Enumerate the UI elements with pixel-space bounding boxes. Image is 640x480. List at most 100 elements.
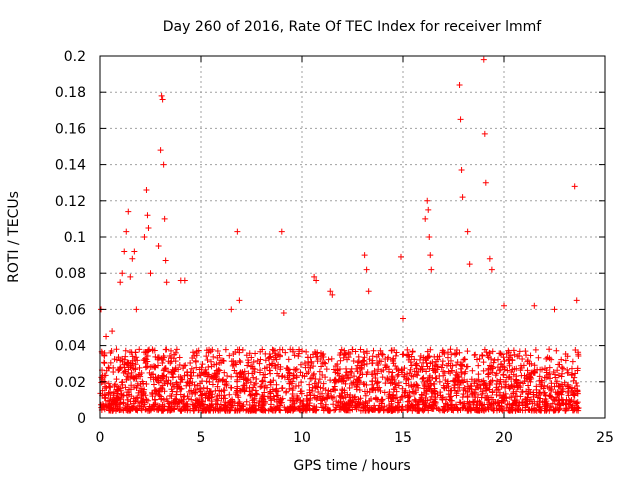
roti-point [165,358,172,365]
roti-point [421,405,428,412]
roti-point [234,383,241,390]
roti-point [479,351,486,358]
roti-point [172,349,179,356]
roti-point [436,378,443,385]
roti-point [385,393,392,400]
roti-point [268,397,275,404]
roti-point [525,390,532,397]
roti-point [496,389,503,396]
roti-point [346,385,353,392]
roti-point [408,362,415,369]
roti-point [382,380,389,387]
roti-point [407,404,414,411]
roti-point [527,396,534,403]
roti-point [175,373,182,380]
roti-point [270,393,277,400]
roti-point [424,354,431,361]
roti-point [531,369,538,376]
roti-point [439,396,446,403]
roti-point [532,346,539,353]
roti-point [267,370,274,377]
roti-point [193,350,200,357]
roti-point [235,394,242,401]
roti-point [454,359,461,366]
roti-point [407,366,414,373]
roti-point [541,389,548,396]
roti-point [334,370,341,377]
roti-point [542,407,549,414]
roti-point [128,369,135,376]
roti-point [234,402,241,409]
roti-point [444,380,451,387]
roti-point [312,350,319,357]
roti-point [141,234,148,240]
roti-point [527,352,534,359]
roti-point [432,368,439,375]
roti-point [540,385,547,392]
roti-point [448,406,455,413]
roti-point [154,374,161,381]
roti-point [398,394,405,401]
roti-point [160,161,167,168]
x-tick-label: 25 [596,430,614,446]
roti-point [502,397,509,404]
roti-point [118,391,125,398]
roti-point [366,356,373,363]
roti-point [297,399,304,406]
roti-point [346,394,353,401]
roti-point [304,392,311,399]
roti-point [489,369,496,376]
roti-point [379,374,386,381]
roti-point [497,405,504,412]
roti-point [542,396,549,403]
roti-point [266,350,273,357]
roti-point [445,406,452,413]
roti-point [337,398,344,405]
roti-point [260,393,267,400]
roti-point [147,270,154,277]
roti-point [107,359,114,366]
roti-point [446,393,453,400]
roti-point [161,380,168,387]
roti-point [227,399,234,406]
roti-point [398,367,405,374]
roti-point [343,365,350,372]
roti-point [461,402,468,409]
roti-point [342,372,349,379]
roti-point [259,377,266,384]
roti-point [489,365,496,372]
roti-point [440,372,447,379]
roti-point [500,371,507,378]
roti-point [340,378,347,385]
roti-point [270,377,277,384]
roti-point [213,370,220,377]
roti-point [546,346,553,353]
roti-point [330,401,337,408]
roti-point [247,391,254,398]
roti-point [569,371,576,378]
roti-point [192,389,199,396]
roti-point [453,347,460,354]
roti-point [338,390,345,397]
roti-point [171,397,178,404]
roti-point [192,357,199,364]
roti-point [363,371,370,378]
roti-point [535,400,542,407]
roti-point [297,407,304,414]
roti-point [551,306,558,313]
roti-point [176,406,183,413]
roti-point [498,406,505,413]
roti-point [154,354,161,361]
roti-point [190,369,197,376]
roti-point [418,394,425,401]
roti-point [471,352,478,359]
roti-point [214,383,221,390]
roti-point [414,382,421,389]
roti-point [573,297,580,304]
roti-point [444,354,451,361]
roti-point [303,348,310,355]
roti-point [151,396,158,403]
roti-point [272,365,279,372]
roti-point [457,407,464,414]
roti-point [204,373,211,380]
